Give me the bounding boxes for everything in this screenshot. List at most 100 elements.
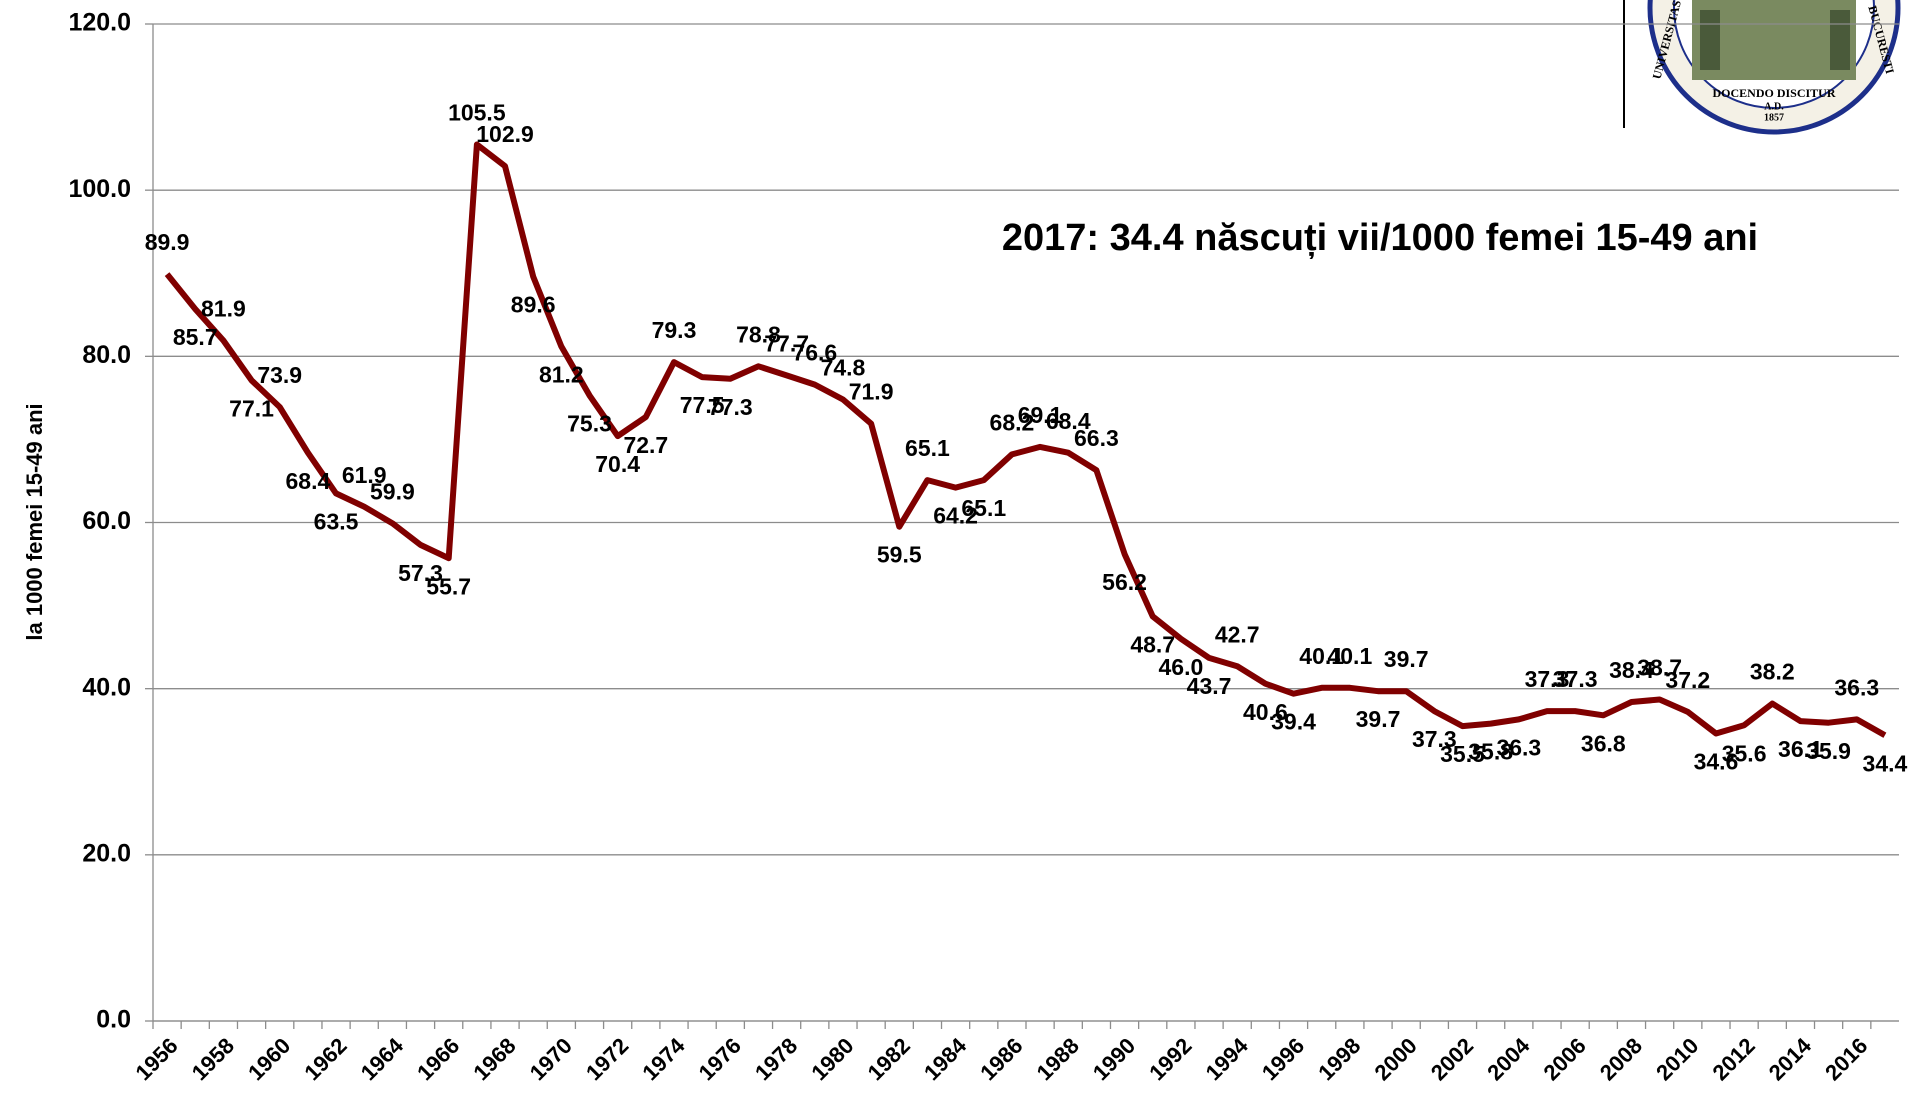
value-label: 37.3 <box>1412 726 1457 752</box>
value-label: 38.4 <box>1609 657 1654 683</box>
y-tick-label: 80.0 <box>82 341 131 369</box>
value-label: 105.5 <box>448 100 506 126</box>
x-tick-label: 1994 <box>1201 1032 1254 1085</box>
value-label: 36.1 <box>1778 736 1823 762</box>
value-label: 77.1 <box>229 396 274 422</box>
value-label: 68.4 <box>286 468 331 494</box>
value-label: 38.7 <box>1637 655 1682 681</box>
value-label: 35.9 <box>1806 738 1851 764</box>
value-label: 35.5 <box>1440 741 1485 767</box>
value-label: 43.7 <box>1187 673 1232 699</box>
value-label: 59.9 <box>370 478 415 504</box>
x-tick-label: 2012 <box>1707 1033 1759 1085</box>
x-tick-label: 1982 <box>863 1033 915 1085</box>
logo-year: 1857 <box>1764 112 1784 123</box>
x-tick-label: 1990 <box>1088 1033 1140 1085</box>
y-tick-label: 0.0 <box>96 1006 131 1034</box>
value-label: 75.3 <box>567 410 612 436</box>
logo-motto: DOCENDO DISCITUR <box>1712 86 1835 100</box>
x-tick-label: 1972 <box>581 1033 633 1085</box>
value-label: 59.5 <box>877 542 922 568</box>
x-tick-label: 1974 <box>637 1032 690 1085</box>
value-label: 74.8 <box>821 355 866 381</box>
value-label: 73.9 <box>257 362 302 388</box>
value-label: 36.3 <box>1496 734 1541 760</box>
x-tick-label: 1996 <box>1257 1033 1309 1085</box>
x-tick-label: 1998 <box>1313 1033 1365 1085</box>
value-label: 40.6 <box>1243 699 1288 725</box>
x-tick-label: 1962 <box>299 1033 351 1085</box>
value-label: 65.1 <box>905 435 950 461</box>
value-label: 35.6 <box>1722 740 1767 766</box>
y-tick-label: 20.0 <box>82 839 131 867</box>
x-tick-label: 2004 <box>1482 1032 1535 1085</box>
value-label: 77.5 <box>680 392 725 418</box>
value-label: 36.3 <box>1834 674 1879 700</box>
value-label: 66.3 <box>1074 425 1119 451</box>
value-label: 89.9 <box>145 229 190 255</box>
value-label: 78.8 <box>736 321 781 347</box>
value-label: 68.2 <box>990 409 1035 435</box>
value-label: 37.2 <box>1665 667 1710 693</box>
x-tick-label: 1978 <box>750 1033 802 1085</box>
value-label: 77.3 <box>708 394 753 420</box>
value-label: 40.1 <box>1327 643 1372 669</box>
x-tick-label: 2002 <box>1426 1033 1478 1085</box>
value-label: 56.2 <box>1102 569 1147 595</box>
x-tick-label: 1956 <box>130 1033 182 1085</box>
value-label: 37.3 <box>1553 666 1598 692</box>
value-label: 81.9 <box>201 296 246 322</box>
value-label: 61.9 <box>342 462 387 488</box>
x-tick-label: 1986 <box>975 1033 1027 1085</box>
value-label: 37.3 <box>1525 666 1570 692</box>
x-tick-label: 1988 <box>1032 1033 1084 1085</box>
value-label: 42.7 <box>1215 621 1260 647</box>
value-label: 39.7 <box>1356 706 1401 732</box>
y-tick-label: 40.0 <box>82 673 131 701</box>
y-tick-label: 100.0 <box>68 175 131 203</box>
x-tick-label: 2000 <box>1370 1033 1422 1085</box>
value-label: 34.4 <box>1863 750 1908 776</box>
value-label: 48.7 <box>1130 631 1175 657</box>
x-tick-label: 1984 <box>919 1032 972 1085</box>
x-tick-label: 2008 <box>1595 1033 1647 1085</box>
value-label: 55.7 <box>426 573 471 599</box>
value-label: 35.8 <box>1468 739 1513 765</box>
value-label: 77.7 <box>764 331 809 357</box>
value-label: 38.2 <box>1750 659 1795 685</box>
value-label: 69.1 <box>1018 402 1063 428</box>
x-tick-label: 1958 <box>187 1033 239 1085</box>
value-label: 39.7 <box>1384 646 1429 672</box>
x-tick-label: 1964 <box>356 1032 409 1085</box>
x-tick-label: 2014 <box>1764 1032 1817 1085</box>
value-label: 63.5 <box>314 508 359 534</box>
value-label: 85.7 <box>173 324 218 350</box>
y-axis-label: la 1000 femei 15-49 ani <box>22 403 47 640</box>
data-line <box>164 141 1887 738</box>
x-tick-label: 1966 <box>412 1033 464 1085</box>
value-label: 68.4 <box>1046 408 1091 434</box>
value-label: 36.8 <box>1581 730 1626 756</box>
annotation: 2017: 34.4 născuți vii/1000 femei 15-49 … <box>1002 217 1758 259</box>
x-tick-label: 2016 <box>1820 1033 1872 1085</box>
logo: DOCENDO DISCITUR A.D. 1857 UNIVERSITAS B… <box>1623 0 1901 135</box>
value-label: 34.6 <box>1694 749 1739 775</box>
x-tick-label: 2010 <box>1651 1033 1703 1085</box>
y-tick-label: 60.0 <box>82 507 131 535</box>
y-tick-label: 120.0 <box>68 9 131 37</box>
value-label: 102.9 <box>476 121 534 147</box>
x-tick-label: 1960 <box>243 1033 295 1085</box>
logo-era: A.D. <box>1764 101 1784 112</box>
value-label: 40.1 <box>1299 643 1344 669</box>
value-label: 70.4 <box>595 451 640 477</box>
seal-building <box>1700 10 1720 70</box>
value-label: 65.1 <box>961 495 1006 521</box>
x-tick-label: 1976 <box>694 1033 746 1085</box>
value-label: 46.0 <box>1159 654 1204 680</box>
value-label: 57.3 <box>398 560 443 586</box>
x-tick-label: 1970 <box>525 1033 577 1085</box>
value-label: 64.2 <box>933 503 978 529</box>
value-label: 71.9 <box>849 379 894 405</box>
